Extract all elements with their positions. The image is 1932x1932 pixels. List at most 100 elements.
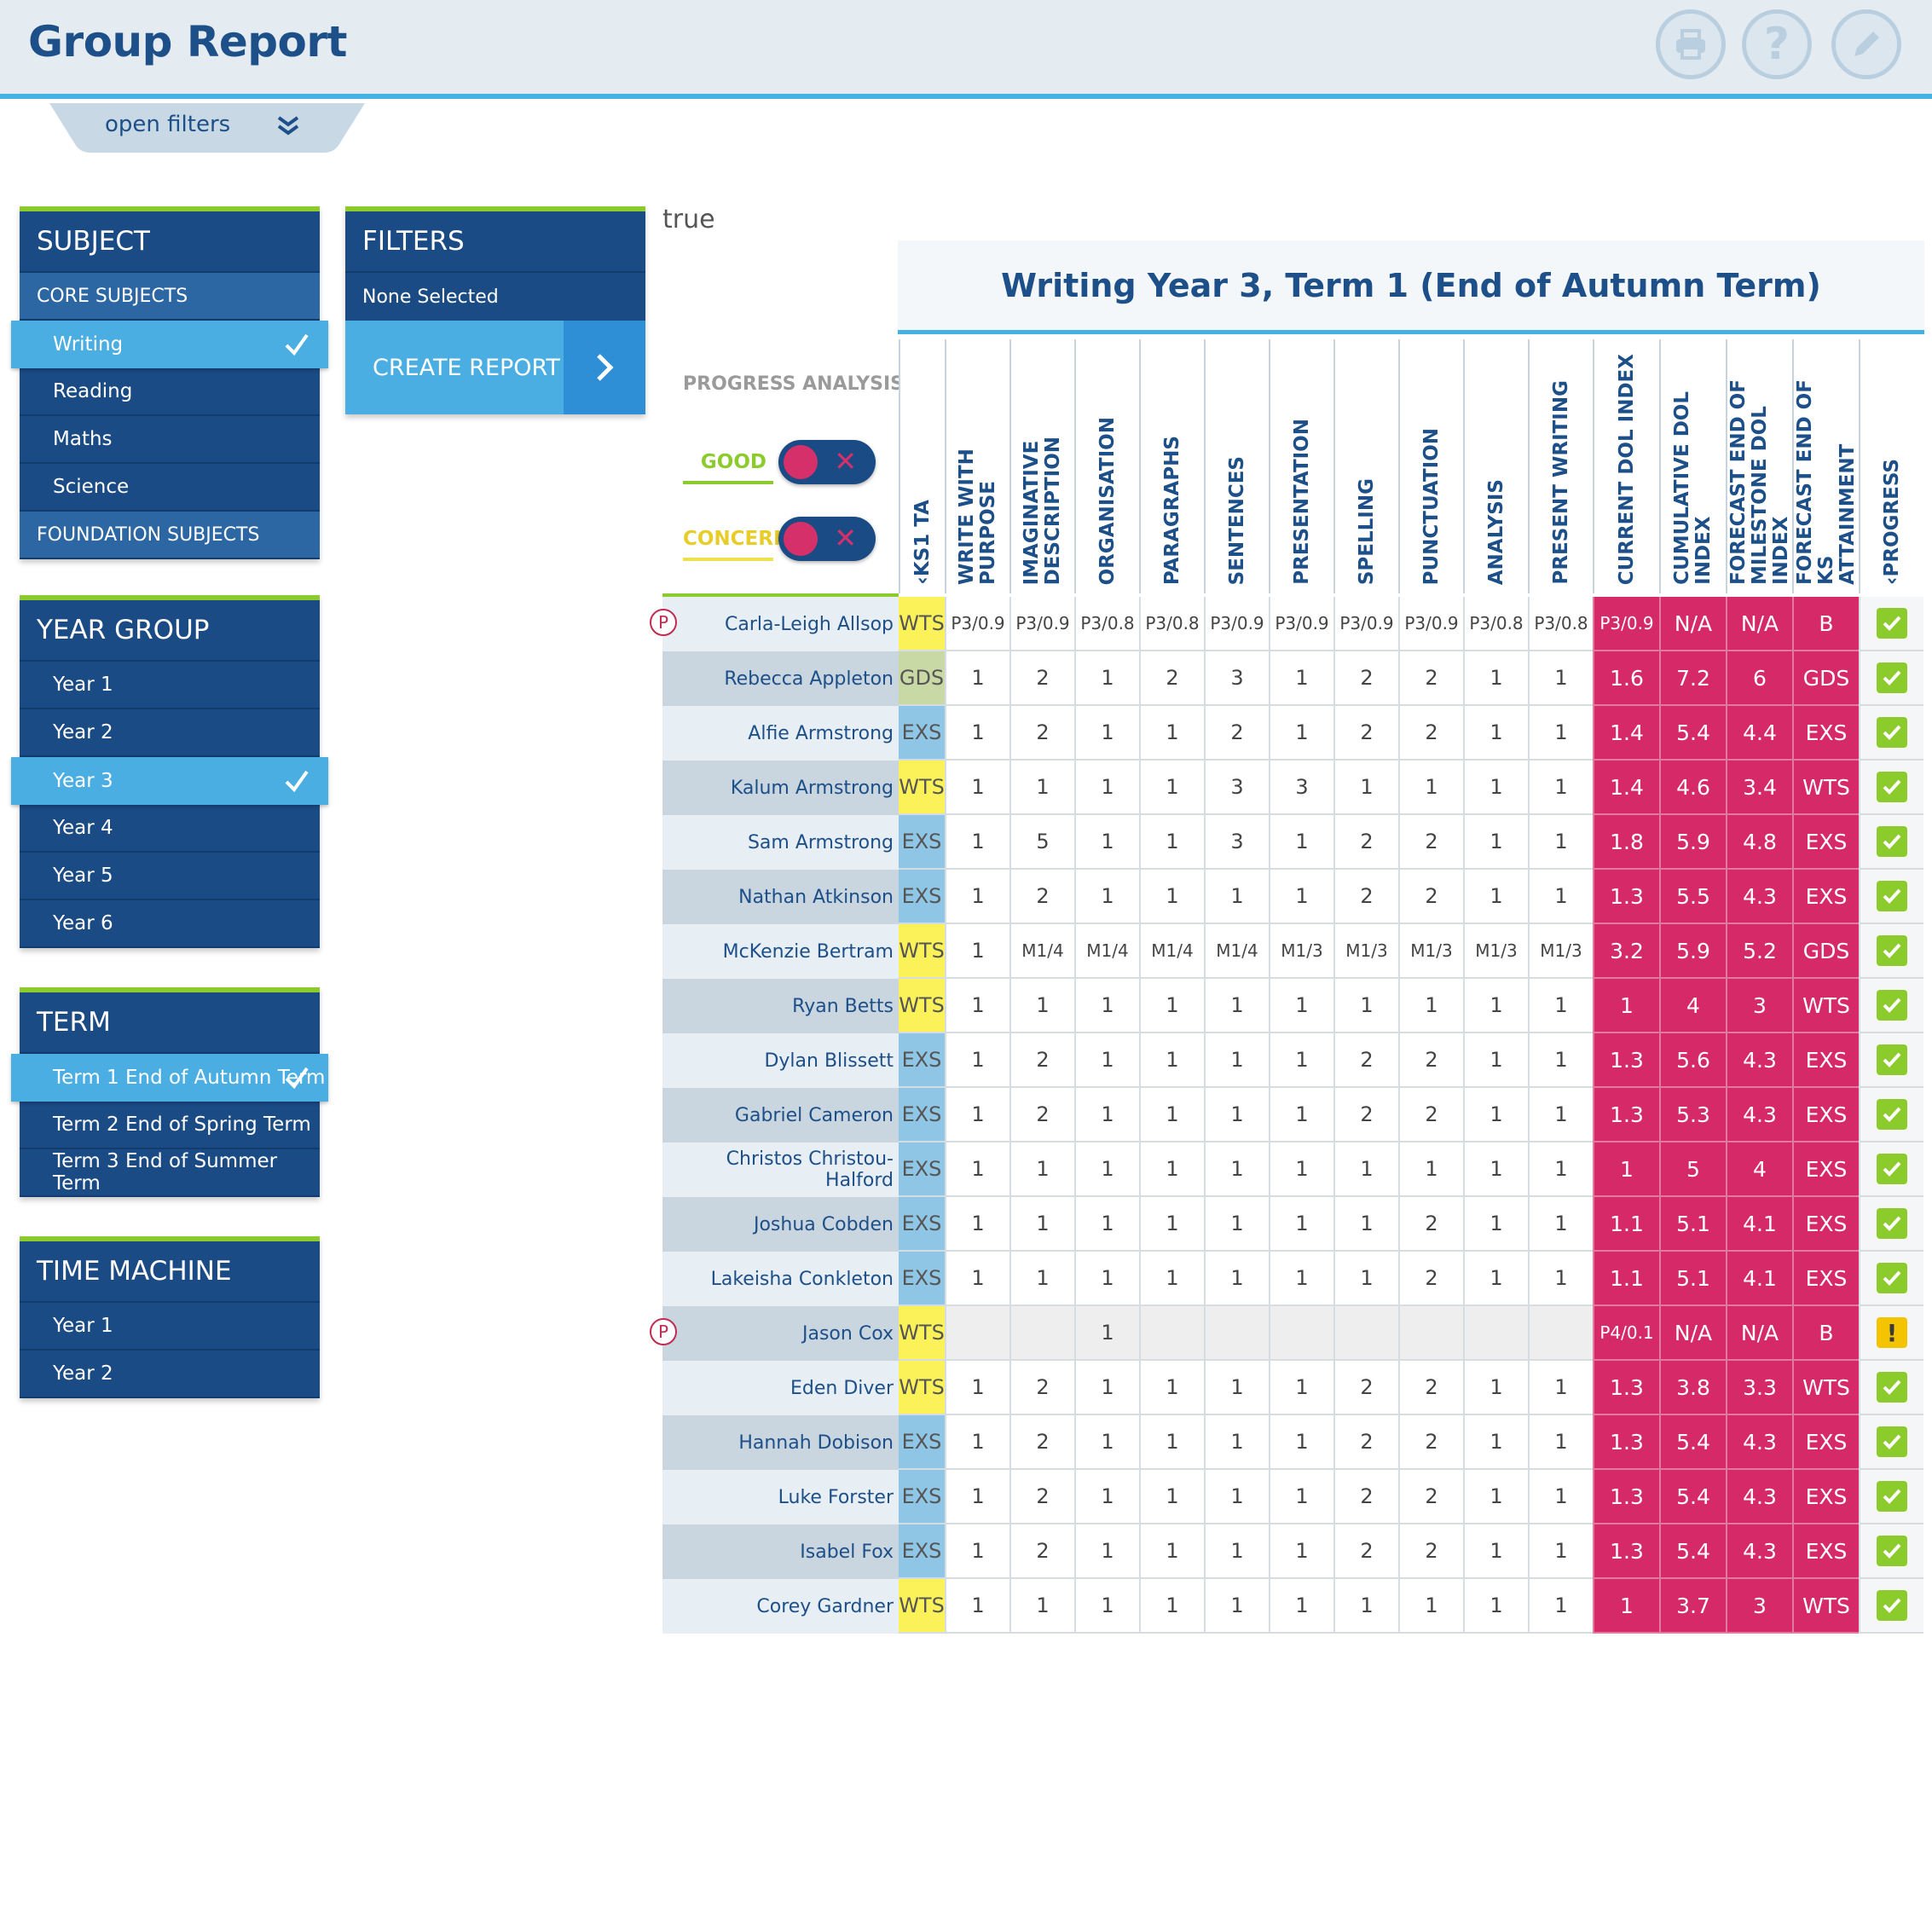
open-filters-tab[interactable]: open filters — [49, 103, 365, 153]
table-row[interactable]: Joshua Cobden EXS 1 1 1 1 1 1 1 2 1 1 1.1 5.1 4.1 EXS — [662, 1197, 1924, 1252]
progress-cell[interactable] — [1859, 1415, 1923, 1470]
table-row[interactable]: Eden Diver WTS 1 2 1 1 1 1 2 2 1 1 1.3 3.8 3.3 WTS — [662, 1361, 1924, 1415]
score-cell: 1 — [1074, 1197, 1139, 1252]
subject-item-reading[interactable]: Reading — [20, 368, 320, 416]
print-button[interactable] — [1656, 9, 1726, 79]
student-name[interactable]: Sam Armstrong — [662, 815, 899, 870]
cumulative-dol-index-cell: 7.2 — [1659, 651, 1726, 706]
table-row[interactable]: Gabriel Cameron EXS 1 2 1 1 1 1 2 2 1 1 1.3 5.3 4.3 EXS — [662, 1088, 1924, 1142]
current-dol-index-cell: 1 — [1593, 979, 1659, 1033]
table-row[interactable]: Christos Christou-Halford EXS 1 1 1 1 1 1 1 1 1 1 1 5… — [662, 1142, 1924, 1197]
table-row[interactable]: Jason Cox WTS 1 P4/0.1 N/A N/A B! — [662, 1306, 1924, 1361]
foundation-subjects-category[interactable]: FOUNDATION SUBJECTS — [20, 512, 320, 559]
score-cell: 2 — [1009, 1415, 1074, 1470]
score-cell: 2 — [1398, 651, 1463, 706]
student-name[interactable]: Ryan Betts — [662, 979, 899, 1033]
score-cell — [1398, 1306, 1463, 1361]
student-name[interactable]: Joshua Cobden — [662, 1197, 899, 1252]
table-row[interactable]: Isabel Fox EXS 1 2 1 1 1 1 2 2 1 1 1.3 5.4 4.3 EXS — [662, 1524, 1924, 1579]
student-name[interactable]: Alfie Armstrong — [662, 706, 899, 761]
time-machine-item-2[interactable]: Year 2 — [20, 1351, 320, 1398]
term-item-1[interactable]: Term 1 End of Autumn Term — [11, 1054, 328, 1102]
close-icon: ✕ — [834, 445, 857, 477]
year-item-6[interactable]: Year 6 — [20, 900, 320, 948]
student-name[interactable]: Nathan Atkinson — [662, 870, 899, 924]
table-row[interactable]: Nathan Atkinson EXS 1 2 1 1 1 1 2 2 1 1 1.3 5.5 4.3 EXS — [662, 870, 1924, 924]
student-name[interactable]: Kalum Armstrong — [662, 761, 899, 815]
concern-toggle[interactable]: ✕ — [778, 517, 876, 561]
progress-cell[interactable] — [1859, 706, 1923, 761]
student-name[interactable]: Gabriel Cameron — [662, 1088, 899, 1142]
table-row[interactable]: Kalum Armstrong WTS 1 1 1 1 3 3 1 1 1 1 1.4 4.6 3.4 WTS — [662, 761, 1924, 815]
progress-cell[interactable] — [1859, 979, 1923, 1033]
progress-cell[interactable] — [1859, 1470, 1923, 1524]
score-cell — [1528, 1306, 1593, 1361]
progress-cell[interactable] — [1859, 1197, 1923, 1252]
table-row[interactable]: Sam Armstrong EXS 1 5 1 1 3 1 2 2 1 1 1.8 5.9 4.8 EXS — [662, 815, 1924, 870]
subject-item-writing[interactable]: Writing — [11, 321, 328, 368]
progress-cell[interactable] — [1859, 651, 1923, 706]
score-cell: 2 — [1333, 706, 1398, 761]
create-report-button[interactable]: CREATE REPORT — [345, 321, 645, 414]
term-item-2[interactable]: Term 2 End of Spring Term — [20, 1102, 320, 1149]
double-chevron-down-icon — [277, 116, 299, 136]
progress-cell[interactable] — [1859, 1252, 1923, 1306]
column-header[interactable]: ‹PROGRESS — [1859, 339, 1923, 593]
progress-cell[interactable] — [1859, 924, 1923, 979]
subject-item-maths[interactable]: Maths — [20, 416, 320, 464]
progress-cell[interactable] — [1859, 597, 1923, 651]
table-row[interactable]: McKenzie Bertram WTS 1 M1/4 M1/4 M1/4 M1/4 M1/3… — [662, 924, 1924, 979]
edit-button[interactable] — [1831, 9, 1901, 79]
score-cell: 1 — [1269, 815, 1333, 870]
table-row[interactable]: Hannah Dobison EXS 1 2 1 1 1 1 2 2 1 1 1.3 5.4 4.3 EXS — [662, 1415, 1924, 1470]
progress-cell[interactable] — [1859, 1142, 1923, 1197]
progress-cell[interactable]: ! — [1859, 1306, 1923, 1361]
subject-item-science[interactable]: Science — [20, 464, 320, 512]
student-name[interactable]: Hannah Dobison — [662, 1415, 899, 1470]
student-name[interactable]: Isabel Fox — [662, 1524, 899, 1579]
student-name[interactable]: Rebecca Appleton — [662, 651, 899, 706]
good-label: GOOD — [700, 451, 766, 473]
table-row[interactable]: Ryan Betts WTS 1 1 1 1 1 1 1 1 1 1 1 4 3 WTS — [662, 979, 1924, 1033]
progress-cell[interactable] — [1859, 1361, 1923, 1415]
student-name[interactable]: Christos Christou-Halford — [662, 1142, 899, 1197]
progress-cell[interactable] — [1859, 1579, 1923, 1634]
table-row[interactable]: Rebecca Appleton GDS 1 2 1 2 3 1 2 2 1 1 1.6 7.2 6 GDS — [662, 651, 1924, 706]
progress-cell[interactable] — [1859, 1524, 1923, 1579]
year-item-4[interactable]: Year 4 — [20, 805, 320, 853]
help-button[interactable]: ? — [1742, 9, 1812, 79]
student-name[interactable]: Jason Cox — [662, 1306, 899, 1361]
progress-cell[interactable] — [1859, 815, 1923, 870]
student-name[interactable]: Corey Gardner — [662, 1579, 899, 1634]
table-row[interactable]: Alfie Armstrong EXS 1 2 1 1 2 1 2 2 1 1 1.4 5.4 4.4 EXS — [662, 706, 1924, 761]
year-item-2[interactable]: Year 2 — [20, 709, 320, 757]
student-name[interactable]: Carla-Leigh Allsop — [662, 597, 899, 651]
progress-cell[interactable] — [1859, 870, 1923, 924]
year-item-1[interactable]: Year 1 — [20, 662, 320, 709]
table-row[interactable]: Corey Gardner WTS 1 1 1 1 1 1 1 1 1 1 1 3.7 3 WTS — [662, 1579, 1924, 1634]
current-dol-index-cell: 1.3 — [1593, 870, 1659, 924]
progress-cell[interactable] — [1859, 1033, 1923, 1088]
table-row[interactable]: Carla-Leigh Allsop WTS P3/0.9 P3/0.9 P3/0.8 P… — [662, 597, 1924, 651]
good-toggle[interactable]: ✕ — [778, 440, 876, 484]
table-row[interactable]: Lakeisha Conkleton EXS 1 1 1 1 1 1 1 2 1 1 1.1 5.1 4.1… — [662, 1252, 1924, 1306]
student-name[interactable]: McKenzie Bertram — [662, 924, 899, 979]
progress-cell[interactable] — [1859, 1088, 1923, 1142]
progress-cell[interactable] — [1859, 761, 1923, 815]
student-name[interactable]: Lakeisha Conkleton — [662, 1252, 899, 1306]
year-item-label: Year 1 — [53, 674, 113, 696]
student-name[interactable]: Dylan Blissett — [662, 1033, 899, 1088]
student-name[interactable]: Luke Forster — [662, 1470, 899, 1524]
table-row[interactable]: Dylan Blissett EXS 1 2 1 1 1 1 2 2 1 1 1.3 5.6 4.3 EXS — [662, 1033, 1924, 1088]
filters-value[interactable]: None Selected — [345, 273, 645, 321]
year-item-3[interactable]: Year 3 — [11, 757, 328, 805]
term-item-3[interactable]: Term 3 End of Summer Term — [20, 1149, 320, 1197]
column-header-label: PRESENT WRITING — [1549, 380, 1572, 585]
core-subjects-category[interactable]: CORE SUBJECTS — [20, 273, 320, 321]
student-name[interactable]: Eden Diver — [662, 1361, 899, 1415]
year-item-5[interactable]: Year 5 — [20, 853, 320, 900]
column-header[interactable]: ‹KS1 TA — [899, 339, 945, 593]
time-machine-item-1[interactable]: Year 1 — [20, 1303, 320, 1351]
score-cell: 1 — [1074, 706, 1139, 761]
table-row[interactable]: Luke Forster EXS 1 2 1 1 1 1 2 2 1 1 1.3 5.4 4.3 EXS — [662, 1470, 1924, 1524]
